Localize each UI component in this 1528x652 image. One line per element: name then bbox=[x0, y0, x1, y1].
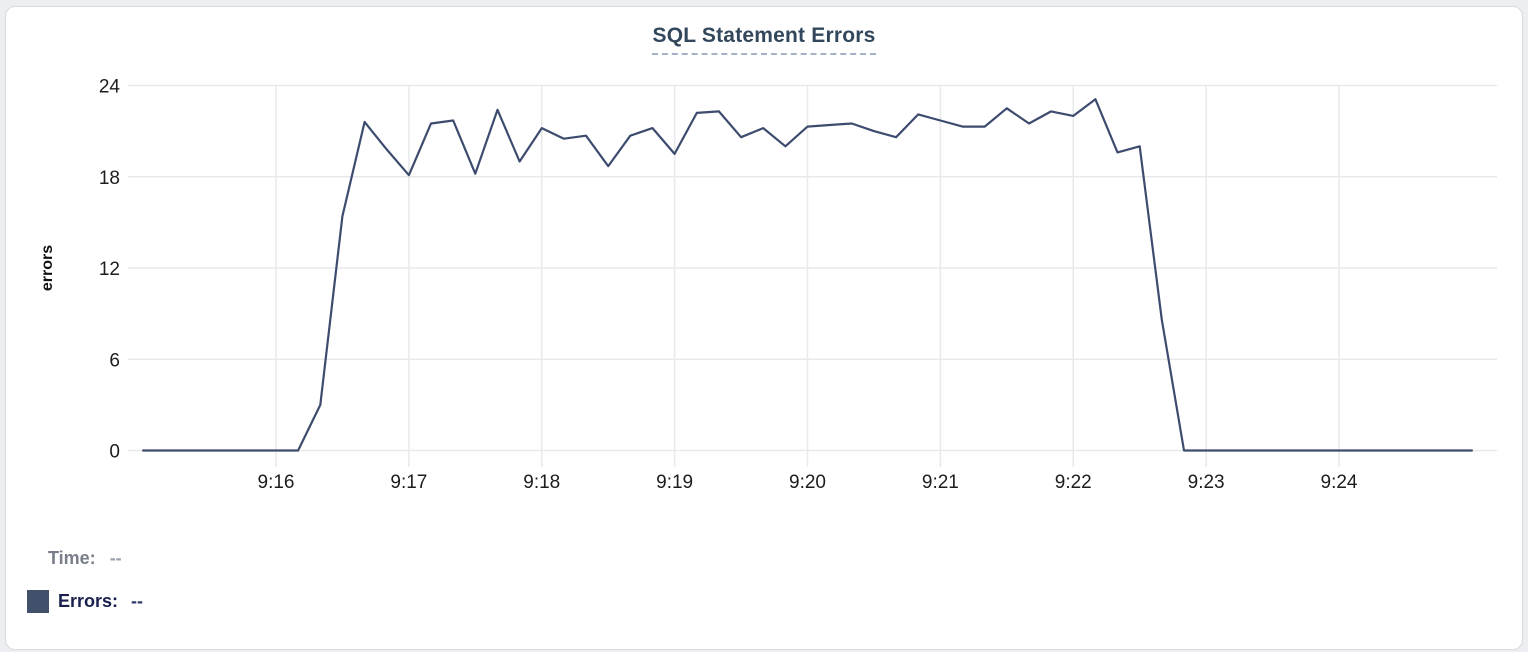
errors-legend-swatch bbox=[27, 590, 49, 613]
x-tick-label: 9:21 bbox=[922, 472, 959, 493]
time-value: -- bbox=[109, 548, 122, 568]
y-tick-label: 0 bbox=[109, 442, 120, 463]
x-tick-label: 9:17 bbox=[390, 472, 427, 493]
y-tick-label: 24 bbox=[99, 77, 121, 98]
x-tick-label: 9:24 bbox=[1321, 472, 1358, 493]
y-tick-label: 12 bbox=[99, 259, 120, 280]
time-readout: Time: -- bbox=[48, 548, 122, 569]
errors-label: Errors: bbox=[58, 591, 119, 611]
x-tick-label: 9:22 bbox=[1055, 472, 1092, 493]
x-tick-label: 9:19 bbox=[656, 472, 693, 493]
y-axis-label: errors bbox=[39, 245, 56, 291]
chart-title[interactable]: SQL Statement Errors bbox=[652, 24, 876, 55]
chart-title-wrap: SQL Statement Errors bbox=[0, 24, 1528, 55]
errors-value: -- bbox=[131, 591, 144, 611]
x-tick-label: 9:16 bbox=[258, 472, 295, 493]
time-label: Time: bbox=[48, 548, 96, 568]
errors-legend[interactable]: Errors: -- bbox=[27, 590, 143, 613]
errors-series-line bbox=[142, 98, 1474, 452]
x-tick-label: 9:18 bbox=[523, 472, 560, 493]
y-tick-label: 18 bbox=[99, 168, 120, 189]
y-tick-label: 6 bbox=[109, 350, 120, 371]
chart-card bbox=[5, 6, 1523, 650]
x-tick-label: 9:20 bbox=[789, 472, 826, 493]
x-tick-label: 9:23 bbox=[1188, 472, 1225, 493]
